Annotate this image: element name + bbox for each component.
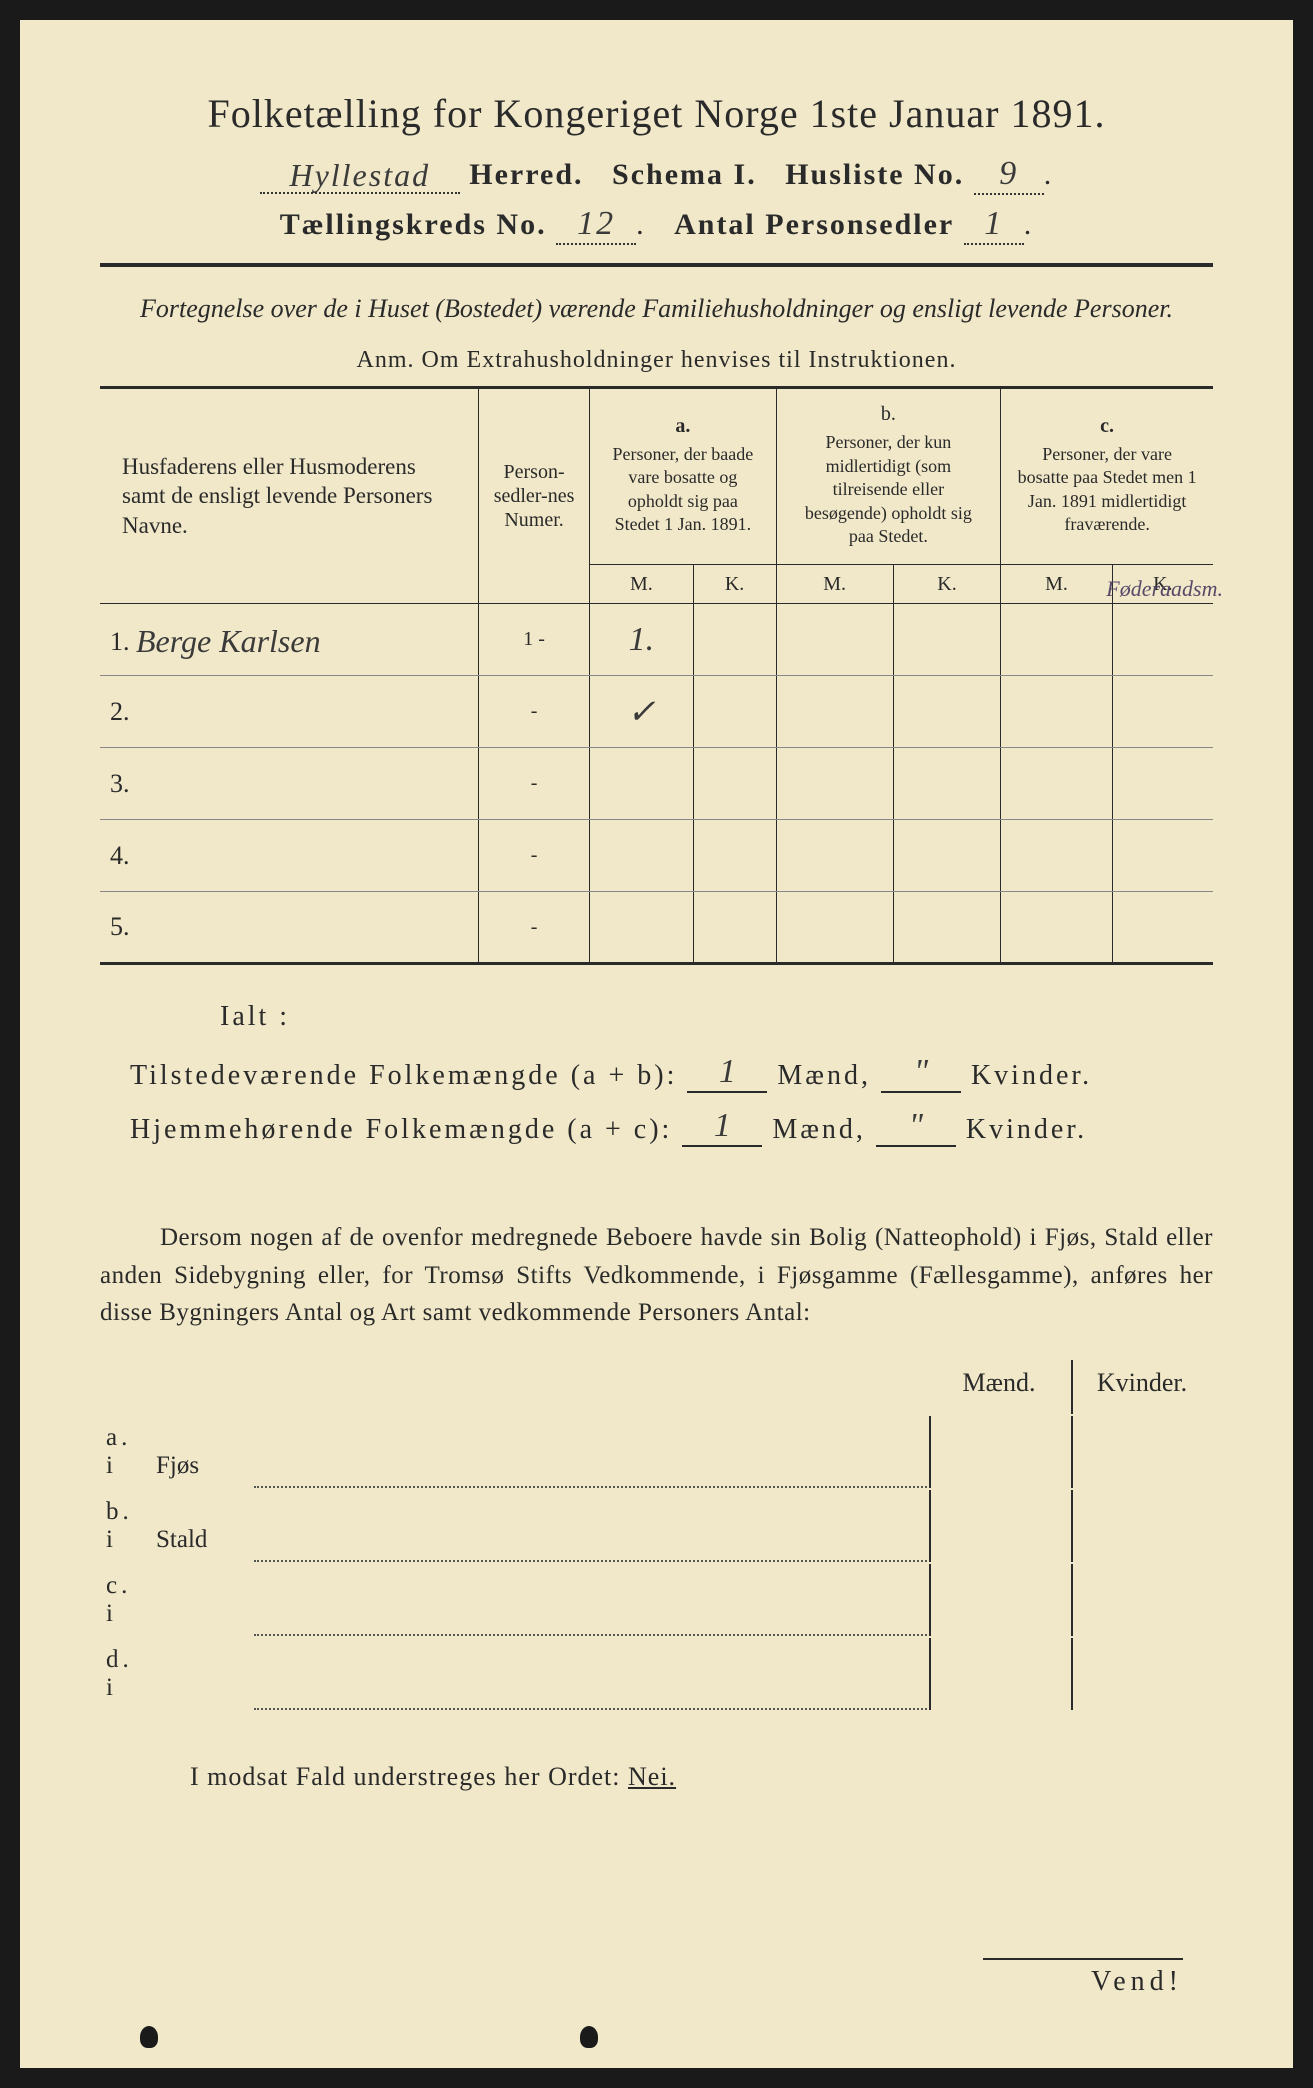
c-m-head: M. [1001, 565, 1112, 604]
antal-label: Antal Personsedler [674, 208, 954, 241]
a-m-head: M. [590, 565, 693, 604]
bygning-row: b. i Stald [102, 1490, 1211, 1562]
ialt-2-m: 1 [682, 1107, 762, 1147]
schema-label: Schema I. [612, 158, 757, 191]
table-row: 3. - [100, 748, 1213, 820]
kreds-label: Tællingskreds No. [280, 208, 547, 241]
ialt-heading: Ialt : [220, 1001, 1213, 1033]
census-form-page: Folketælling for Kongeriget Norge 1ste J… [20, 20, 1293, 2068]
ialt-1-k: " [881, 1053, 961, 1093]
col-a-header: a. Personer, der baade vare bosatte og o… [590, 388, 776, 565]
ink-blot-1 [140, 2026, 158, 2048]
table-row: 4. - [100, 820, 1213, 892]
nei-word: Nei. [628, 1762, 676, 1791]
vend-label: Vend! [983, 1958, 1183, 1998]
bygning-row: a. i Fjøs [102, 1416, 1211, 1488]
header-line-2: Tællingskreds No. 12. Antal Personsedler… [100, 205, 1213, 245]
byg-k-head: Kvinder. [1071, 1360, 1211, 1414]
modsat-line: I modsat Fald understreges her Ordet: Ne… [190, 1762, 1213, 1792]
ialt-line-1: Tilstedeværende Folkemængde (a + b): 1 M… [130, 1055, 1213, 1095]
anm-note: Anm. Om Extrahusholdninger henvises til … [100, 347, 1213, 374]
husliste-label: Husliste No. [785, 158, 964, 191]
table-row: 5. - [100, 892, 1213, 964]
page-title: Folketælling for Kongeriget Norge 1ste J… [100, 90, 1213, 137]
bygning-row: d. i [102, 1638, 1211, 1710]
col-num-header: Person-sedler-nes Numer. [478, 388, 589, 604]
rule-1 [100, 263, 1213, 267]
ialt-1-m: 1 [687, 1053, 767, 1093]
kreds-value: 12 [577, 205, 615, 242]
subtitle: Fortegnelse over de i Huset (Bostedet) v… [100, 291, 1213, 327]
table-row: 2. - ✓ [100, 676, 1213, 748]
a-k-head: K. [693, 565, 776, 604]
household-table: Husfaderens eller Husmoderens samt de en… [100, 386, 1213, 965]
bygning-row: c. i [102, 1564, 1211, 1636]
ink-blot-2 [580, 2026, 598, 2048]
herred-value: Hyllestad [289, 157, 430, 193]
antal-value: 1 [984, 205, 1003, 242]
col-b-header: b. Personer, der kun midlertidigt (som t… [776, 388, 1001, 565]
col-name-header: Husfaderens eller Husmoderens samt de en… [100, 388, 478, 604]
bygning-table: Mænd. Kvinder. a. i Fjøs b. i Stald c. i… [100, 1358, 1213, 1712]
table-row: 1. Berge Karlsen 1 - 1. Føderaadsm. [100, 604, 1213, 676]
b-k-head: K. [893, 565, 1000, 604]
ialt-2-k: " [876, 1107, 956, 1147]
ialt-line-2: Hjemmehørende Folkemængde (a + c): 1 Mæn… [130, 1109, 1213, 1149]
husliste-value: 9 [999, 155, 1018, 192]
ialt-section: Ialt : Tilstedeværende Folkemængde (a + … [100, 1001, 1213, 1149]
b-m-head: M. [776, 565, 893, 604]
header-line-1: Hyllestad Herred. Schema I. Husliste No.… [100, 155, 1213, 195]
byg-m-head: Mænd. [929, 1360, 1069, 1414]
col-c-header: c. Personer, der vare bosatte paa Stedet… [1001, 388, 1213, 565]
herred-label: Herred. [469, 158, 583, 191]
bygning-paragraph: Dersom nogen af de ovenfor medregnede Be… [100, 1219, 1213, 1332]
